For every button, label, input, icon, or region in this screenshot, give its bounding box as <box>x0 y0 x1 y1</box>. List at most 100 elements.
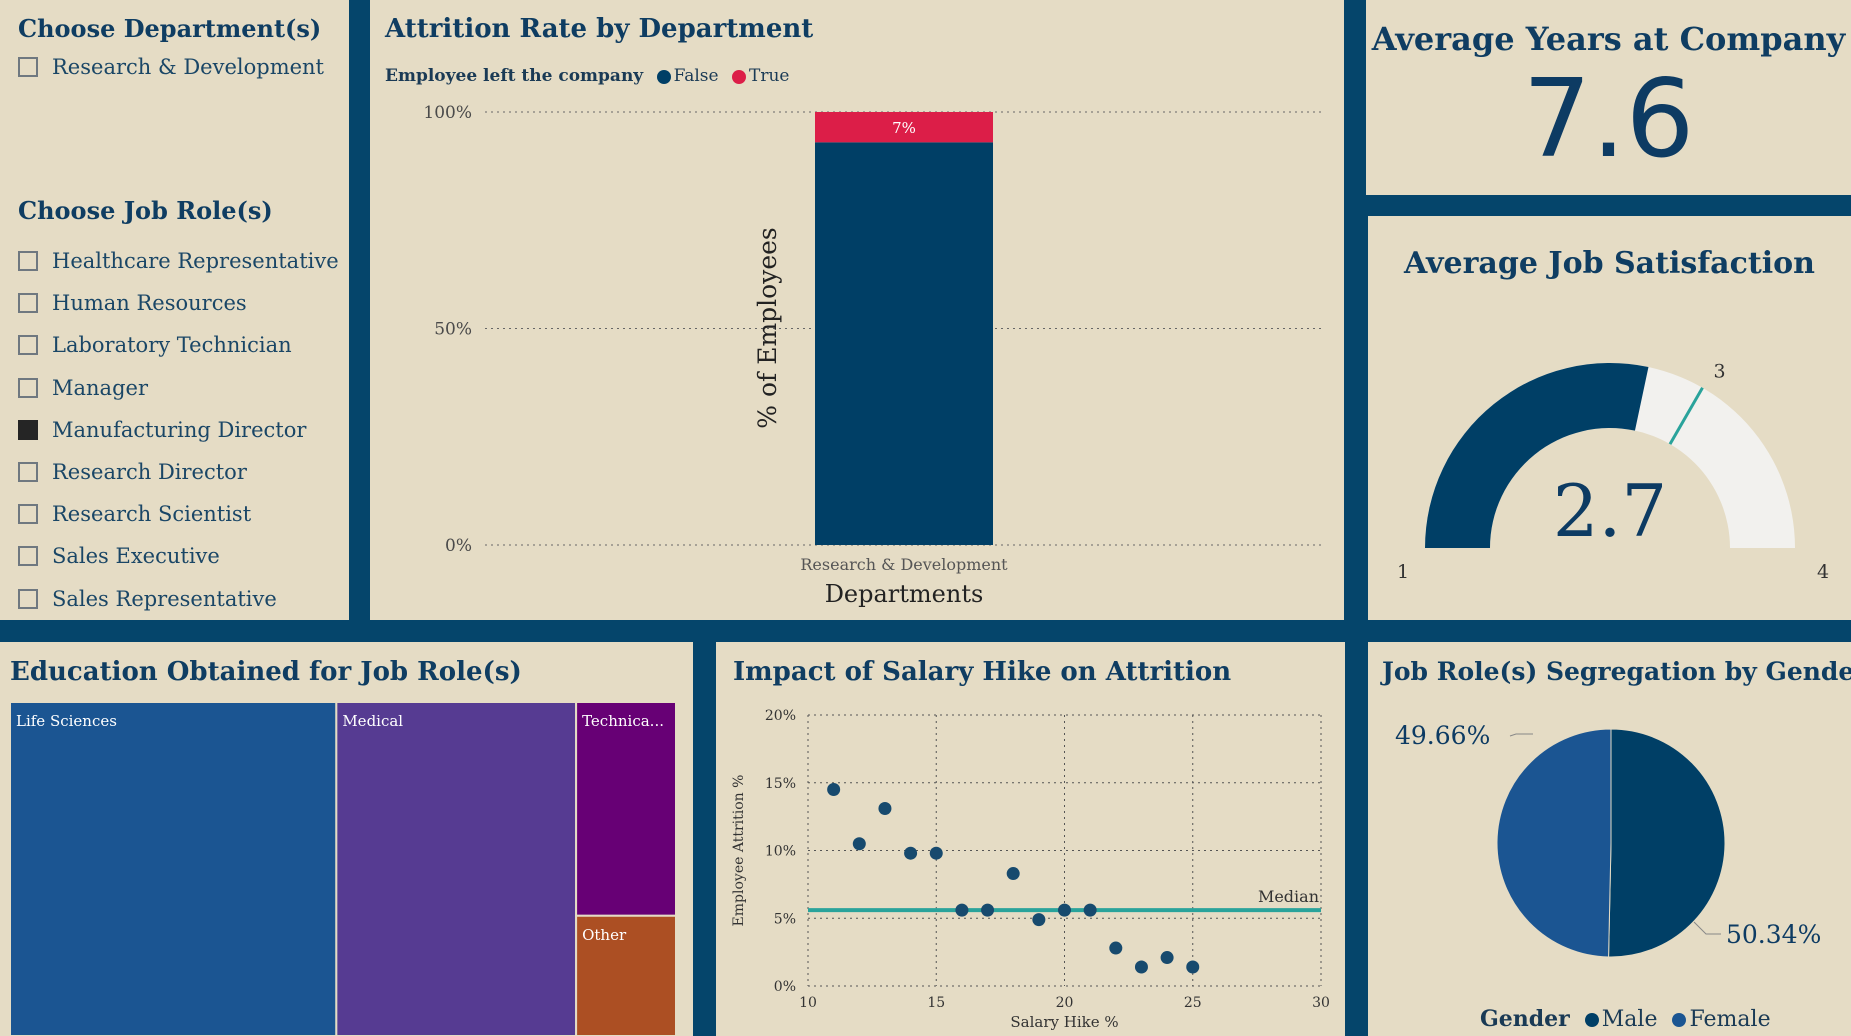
years-panel: Average Years at Company 7.6 <box>1366 0 1851 195</box>
scatter-point <box>852 837 866 851</box>
male-pct-label: 50.34% <box>1726 920 1821 949</box>
treemap-tile <box>9 701 338 1036</box>
pie-slice-female <box>1496 728 1612 958</box>
y-tick-label: 0% <box>774 979 796 995</box>
scatter-point <box>1083 903 1097 917</box>
x-tick-label: 10 <box>799 995 817 1011</box>
x-axis-label: Departments <box>825 580 984 608</box>
job-role-option-label: Manager <box>52 375 148 400</box>
leader-line <box>1693 921 1721 935</box>
checkbox[interactable] <box>18 419 38 440</box>
median-label: Median <box>1258 887 1319 906</box>
treemap-tile <box>575 914 677 1036</box>
checkbox[interactable] <box>18 588 38 609</box>
job-role-option[interactable]: Manager <box>18 376 148 400</box>
job-role-option-label: Laboratory Technician <box>52 333 292 358</box>
salary-title: Impact of Salary Hike on Attrition <box>733 657 1232 687</box>
gauge-value-arc <box>1425 362 1649 548</box>
checkbox[interactable] <box>18 462 38 482</box>
checkbox[interactable] <box>18 251 38 271</box>
y-tick-label: 0% <box>445 536 472 556</box>
job-role-filter-title: Choose Job Role(s) <box>18 196 273 225</box>
y-tick-label: 20% <box>765 708 796 724</box>
salary-scatter: 10 15 20 25 30 0% 5% 10% 15% 20% Median Salary Hike… <box>731 708 1330 1031</box>
y-tick-label: 10% <box>765 844 796 860</box>
satisfaction-panel: Average Job Satisfaction 3 2.7 1 4 <box>1368 216 1851 620</box>
years-value: 7.6 <box>1522 57 1695 182</box>
checkbox[interactable] <box>18 293 38 314</box>
attrition-legend-title: Employee left the company <box>385 66 644 86</box>
attrition-chart: 0% 50% 100% 7% Research & Development Departm… <box>423 103 1325 608</box>
bar-true <box>815 112 993 143</box>
attrition-title: Attrition Rate by Department <box>385 14 814 44</box>
years-title: Average Years at Company <box>1371 20 1846 58</box>
gauge-max-label: 4 <box>1817 561 1829 583</box>
gauge-target-marker <box>1668 387 1704 445</box>
department-filter-panel: Choose Department(s) Research & Developm… <box>0 0 349 180</box>
scatter-point <box>1109 941 1123 955</box>
bar-data-label: 7% <box>892 119 916 137</box>
gender-panel: Job Role(s) Segregation by Gender 49.66%… <box>1368 642 1851 1036</box>
scatter-point <box>1134 960 1148 974</box>
legend-female-label: Female <box>1689 1007 1771 1032</box>
gender-legend-title: Gender <box>1480 1006 1570 1032</box>
job-role-option[interactable]: Manufacturing Director <box>18 418 306 442</box>
treemap-tile <box>575 701 677 917</box>
education-title: Education Obtained for Job Role(s) <box>10 657 522 687</box>
pie-slice-male <box>1608 728 1726 958</box>
legend-true-dot <box>732 69 746 84</box>
job-role-option-label: Sales Executive <box>52 544 220 569</box>
y-axis-label: Employee Attrition % <box>731 775 747 927</box>
job-role-filter-panel: Choose Job Role(s) Healthcare Representa… <box>0 180 349 620</box>
job-role-option[interactable]: Laboratory Technician <box>18 333 292 357</box>
treemap-tile-label: Technica... <box>582 712 664 730</box>
education-treemap: Life Sciences Medical Technica... Other <box>9 701 677 1036</box>
scatter-point <box>1186 960 1200 974</box>
checkbox[interactable] <box>18 504 38 525</box>
satisfaction-title: Average Job Satisfaction <box>1404 246 1815 281</box>
job-role-option-label: Manufacturing Director <box>52 417 307 442</box>
x-tick-label: 25 <box>1184 995 1202 1011</box>
gender-pie: 49.66% 50.34% <box>1395 721 1821 958</box>
gauge-min-label: 1 <box>1397 561 1409 583</box>
y-tick-label: 50% <box>434 320 472 340</box>
y-tick-label: 15% <box>765 776 796 792</box>
job-role-option-label: Research Scientist <box>52 502 252 527</box>
checkbox[interactable] <box>18 377 38 398</box>
job-role-option-label: Research Director <box>52 460 247 484</box>
gender-title: Job Role(s) Segregation by Gender <box>1382 657 1851 686</box>
y-tick-label: 5% <box>774 911 796 927</box>
job-role-option[interactable]: Research Director <box>18 460 247 484</box>
job-role-option[interactable]: Human Resources <box>18 291 247 315</box>
job-role-option[interactable]: Sales Representative <box>18 587 277 611</box>
checkbox[interactable] <box>18 335 38 356</box>
female-pct-label: 49.66% <box>1395 721 1490 750</box>
job-role-option-label: Human Resources <box>52 291 247 316</box>
leader-line <box>1509 733 1533 737</box>
treemap-tile-label: Life Sciences <box>16 712 117 730</box>
scatter-point <box>1006 867 1020 881</box>
scatter-point <box>878 801 892 815</box>
job-role-option[interactable]: Research Scientist <box>18 502 251 526</box>
attrition-legend: Employee left the company False True <box>385 66 789 86</box>
checkbox[interactable] <box>18 546 38 567</box>
checkbox[interactable] <box>18 57 38 77</box>
x-tick-label: 15 <box>927 995 945 1011</box>
legend-false-dot <box>656 69 671 84</box>
job-role-option[interactable]: Sales Executive <box>18 544 220 568</box>
job-role-option[interactable]: Healthcare Representative <box>18 249 339 273</box>
gauge-target-label: 3 <box>1714 361 1726 383</box>
treemap-tile <box>335 701 578 1036</box>
scatter-point <box>981 903 995 917</box>
legend-male-label: Male <box>1601 1007 1658 1032</box>
x-axis-label: Salary Hike % <box>1010 1013 1118 1031</box>
department-option-rd[interactable]: Research & Development <box>18 55 324 79</box>
scatter-point <box>904 846 918 860</box>
attrition-panel: Attrition Rate by Department Employee le… <box>370 0 1344 620</box>
bar-false <box>815 142 993 545</box>
scatter-point <box>1058 903 1071 917</box>
x-tick-label: Research & Development <box>800 555 1008 574</box>
education-panel: Education Obtained for Job Role(s) Life … <box>0 642 693 1036</box>
x-tick-label: 30 <box>1312 995 1330 1011</box>
scatter-point <box>929 846 943 860</box>
